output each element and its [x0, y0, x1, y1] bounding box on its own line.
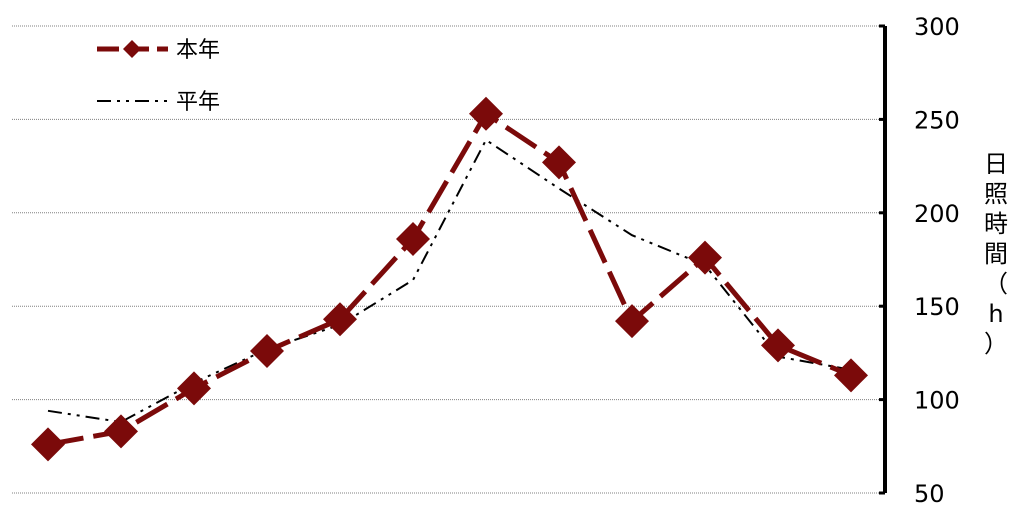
y-axis-label-char: （ [984, 270, 1008, 298]
y-tick-label-100: 100 [914, 387, 960, 415]
y-axis-label-char: 日 [984, 150, 1008, 178]
series-layer [31, 96, 868, 462]
legend-swatch-current-marker [123, 40, 141, 58]
data-point-current-8 [542, 145, 576, 180]
y-tick-label-300: 300 [914, 13, 960, 41]
y-tick-labels: 50 100 150 200 250 300 [914, 13, 960, 508]
data-point-current-12 [834, 358, 868, 393]
y-axis [879, 24, 887, 495]
y-tick-label-50: 50 [914, 480, 945, 508]
data-point-current-9 [615, 304, 649, 339]
y-tick-label-200: 200 [914, 200, 960, 228]
y-axis-label-char: 時 [984, 210, 1008, 238]
y-tick-label-150: 150 [914, 293, 960, 321]
data-point-current-7 [469, 96, 503, 131]
data-point-current-11 [761, 328, 795, 363]
series-line-current [47, 110, 852, 447]
data-point-current-10 [688, 240, 722, 275]
y-axis-label-char: 照 [984, 180, 1008, 208]
data-point-current-5 [323, 302, 357, 337]
gridlines [12, 25, 885, 494]
data-point-current-1 [31, 427, 65, 462]
y-axis-label-char: 間 [984, 240, 1008, 268]
legend-label-current: 本年 [176, 38, 220, 63]
data-point-current-2 [104, 414, 138, 449]
data-point-current-6 [396, 221, 430, 256]
y-axis-label-char: h [988, 300, 1003, 328]
series-line-normal [47, 138, 852, 424]
y-tick-label-250: 250 [914, 106, 960, 134]
y-axis-label-char: ） [984, 330, 1008, 358]
data-point-current-4 [250, 334, 284, 369]
legend-label-normal: 平年 [176, 90, 220, 115]
data-point-current-3 [177, 371, 211, 406]
